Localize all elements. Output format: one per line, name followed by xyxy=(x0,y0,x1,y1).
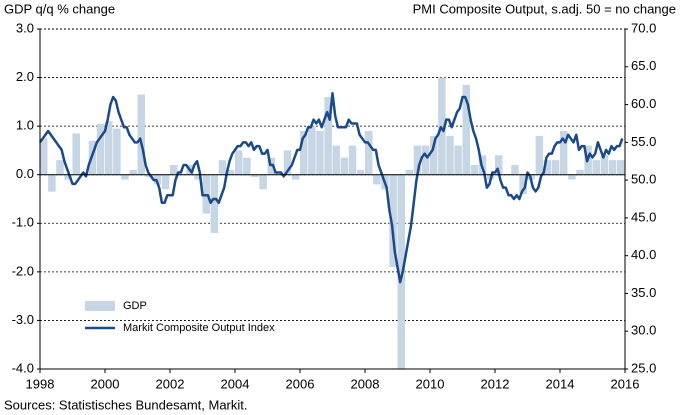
bar xyxy=(226,169,235,175)
bar xyxy=(105,121,113,175)
y-tick-label: -4.0 xyxy=(12,360,34,375)
bar xyxy=(348,145,357,175)
bar xyxy=(235,150,243,175)
bar xyxy=(592,160,600,175)
bar xyxy=(568,174,576,180)
y-tick-label: -3.0 xyxy=(12,312,34,327)
bar xyxy=(340,157,349,175)
bar xyxy=(389,174,397,267)
y-tick-label: 2.0 xyxy=(16,69,34,84)
bar xyxy=(373,174,381,185)
y2-axis-label: PMI Composite Output, s.adj. 50 = no cha… xyxy=(413,1,676,16)
y2-tick-label: 45.0 xyxy=(631,209,656,224)
line xyxy=(38,91,624,284)
bar xyxy=(121,174,129,180)
bar xyxy=(600,155,609,175)
bar xyxy=(251,174,259,178)
y2-tick-label: 65.0 xyxy=(631,58,656,73)
bar xyxy=(616,160,625,175)
bar xyxy=(551,160,560,175)
bar xyxy=(430,135,438,175)
bar xyxy=(170,165,178,175)
y-axis-label: GDP q/q % change xyxy=(4,1,115,16)
x-tick-label: 2014 xyxy=(546,376,575,391)
y2-tick-label: 30.0 xyxy=(631,323,656,338)
bar xyxy=(72,133,80,175)
bar xyxy=(576,169,584,175)
bar xyxy=(405,169,414,175)
bar xyxy=(40,138,48,175)
bar xyxy=(194,174,202,180)
plot xyxy=(38,77,625,369)
y2-tick-label: 25.0 xyxy=(631,360,656,375)
bar xyxy=(129,169,137,175)
bar xyxy=(56,160,64,175)
bar xyxy=(96,123,105,175)
y-tick-label: -2.0 xyxy=(12,263,34,278)
bar xyxy=(543,160,552,175)
bar xyxy=(308,126,316,175)
y-tick-label: 1.0 xyxy=(16,118,34,133)
bar xyxy=(462,84,470,175)
x-tick-label: 2016 xyxy=(611,376,640,391)
x-tick-label: 2010 xyxy=(416,376,445,391)
y2-tick-label: 70.0 xyxy=(631,20,656,35)
bar xyxy=(356,169,365,175)
bar xyxy=(470,165,479,175)
bar xyxy=(438,77,446,175)
bar xyxy=(218,160,227,175)
x-tick-label: 2006 xyxy=(286,376,315,391)
bar xyxy=(324,97,332,175)
bar xyxy=(608,160,617,175)
x-tick-label: 2002 xyxy=(156,376,185,391)
bar xyxy=(291,174,300,180)
y-tick-label: 3.0 xyxy=(16,20,34,35)
y2-tick-label: 55.0 xyxy=(631,134,656,149)
grid xyxy=(40,28,625,370)
bar xyxy=(560,131,568,175)
bar xyxy=(519,174,527,195)
legend: GDP Markit Composite Output Index xyxy=(85,300,275,334)
source: Sources: Statistisches Bundesamt, Markit… xyxy=(4,397,247,412)
bar xyxy=(48,174,56,192)
x-tick-label: 1998 xyxy=(26,376,55,391)
bar xyxy=(421,145,430,175)
y2-tick-label: 60.0 xyxy=(631,96,656,111)
x-tick-label: 2004 xyxy=(221,376,250,391)
y-tick-label: 0.0 xyxy=(16,166,34,181)
axes: 3.0 2.0 1.0 0.0 -1.0 -2.0 -3.0 -4.0 70.0 65.0 60.0… xyxy=(12,20,657,391)
bar xyxy=(535,135,544,175)
legend-swatch xyxy=(85,301,115,311)
bar xyxy=(495,155,503,175)
bar xyxy=(259,174,267,190)
bar xyxy=(413,145,422,175)
y2-tick-label: 40.0 xyxy=(631,247,656,262)
bar xyxy=(64,174,72,180)
bar xyxy=(365,131,373,175)
bar xyxy=(454,145,462,175)
bar xyxy=(113,128,121,175)
legend-label: Markit Composite Output Index xyxy=(123,322,275,334)
bar xyxy=(283,150,292,175)
bar xyxy=(243,157,251,175)
y-tick-label: -1.0 xyxy=(12,215,34,230)
bar xyxy=(332,145,340,175)
bar xyxy=(446,135,454,175)
bar xyxy=(316,131,324,175)
bar xyxy=(300,131,308,175)
bar xyxy=(511,165,519,175)
bar xyxy=(161,174,170,190)
y2-tick-label: 35.0 xyxy=(631,285,656,300)
x-tick-label: 2012 xyxy=(481,376,510,391)
y2-tick-label: 50.0 xyxy=(631,172,656,187)
x-tick-label: 2008 xyxy=(351,376,380,391)
legend-label: GDP xyxy=(123,300,147,312)
bar xyxy=(397,174,405,369)
bar xyxy=(137,94,145,175)
x-tick-label: 2000 xyxy=(91,376,120,391)
bar xyxy=(210,174,219,233)
